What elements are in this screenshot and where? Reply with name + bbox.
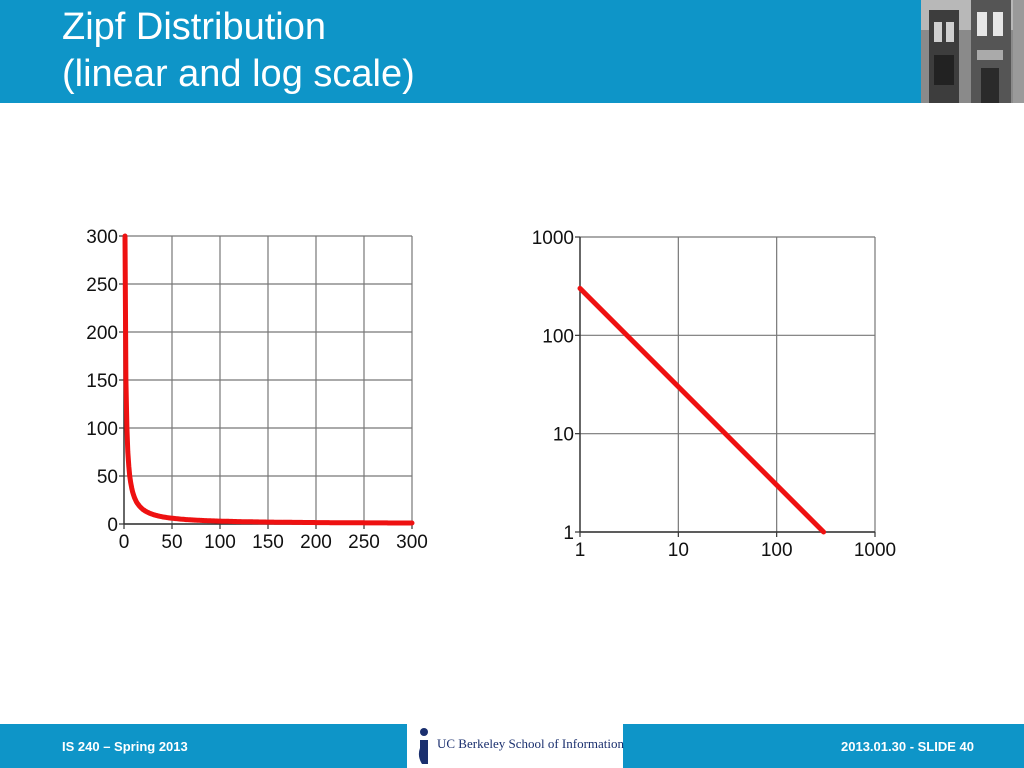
slide-number: 2013.01.30 - SLIDE 40 (841, 739, 974, 754)
y-tick-label: 300 (86, 227, 118, 248)
y-tick-label: 250 (86, 275, 118, 296)
zipf-curve (122, 233, 415, 526)
zipf-curve (577, 285, 827, 535)
x-tick-label: 250 (348, 532, 380, 553)
x-tick-label: 300 (396, 532, 428, 553)
x-tick-label: 1 (575, 540, 586, 560)
course-label: IS 240 – Spring 2013 (62, 739, 188, 754)
x-tick-label: 100 (761, 540, 793, 560)
y-tick-label: 100 (86, 419, 118, 440)
linear-chart-svg: 0 50 100 150 200 250 300 0 50 100 150 200 250 300 (86, 227, 428, 553)
footer-bar: IS 240 – Spring 2013 UC Berkeley School … (0, 724, 1024, 768)
x-tick-label: 50 (161, 532, 182, 553)
y-tick-label: 1 (563, 523, 574, 544)
logo-text: UC Berkeley School of Information (437, 736, 625, 751)
log-scale-chart: 1 10 100 1000 1 10 100 1000 (515, 220, 915, 565)
linear-scale-chart: 0 50 100 150 200 250 300 0 50 100 150 200 250 300 (70, 220, 440, 565)
y-tick-label: 50 (97, 467, 118, 488)
slide-title: Zipf Distribution (linear and log scale) (62, 4, 415, 98)
x-tick-label: 200 (300, 532, 332, 553)
y-tick-label: 10 (553, 425, 574, 446)
y-tick-label: 1000 (532, 228, 574, 249)
x-tick-label: 1000 (854, 540, 896, 560)
building-photo (921, 0, 1024, 103)
y-tick-label: 150 (86, 371, 118, 392)
x-tick-label: 150 (252, 532, 284, 553)
title-line-1: Zipf Distribution (62, 6, 326, 48)
x-tick-label: 100 (204, 532, 236, 553)
x-tick-label: 10 (668, 540, 689, 560)
title-bar: Zipf Distribution (linear and log scale) (0, 0, 1024, 103)
school-logo: UC Berkeley School of Information (407, 724, 625, 768)
x-tick-label: 0 (119, 532, 130, 553)
y-tick-label: 200 (86, 323, 118, 344)
y-tick-label: 100 (542, 326, 574, 347)
title-line-2: (linear and log scale) (62, 53, 415, 95)
y-tick-label: 0 (107, 515, 118, 536)
log-chart-svg: 1 10 100 1000 1 10 100 1000 (532, 228, 896, 561)
